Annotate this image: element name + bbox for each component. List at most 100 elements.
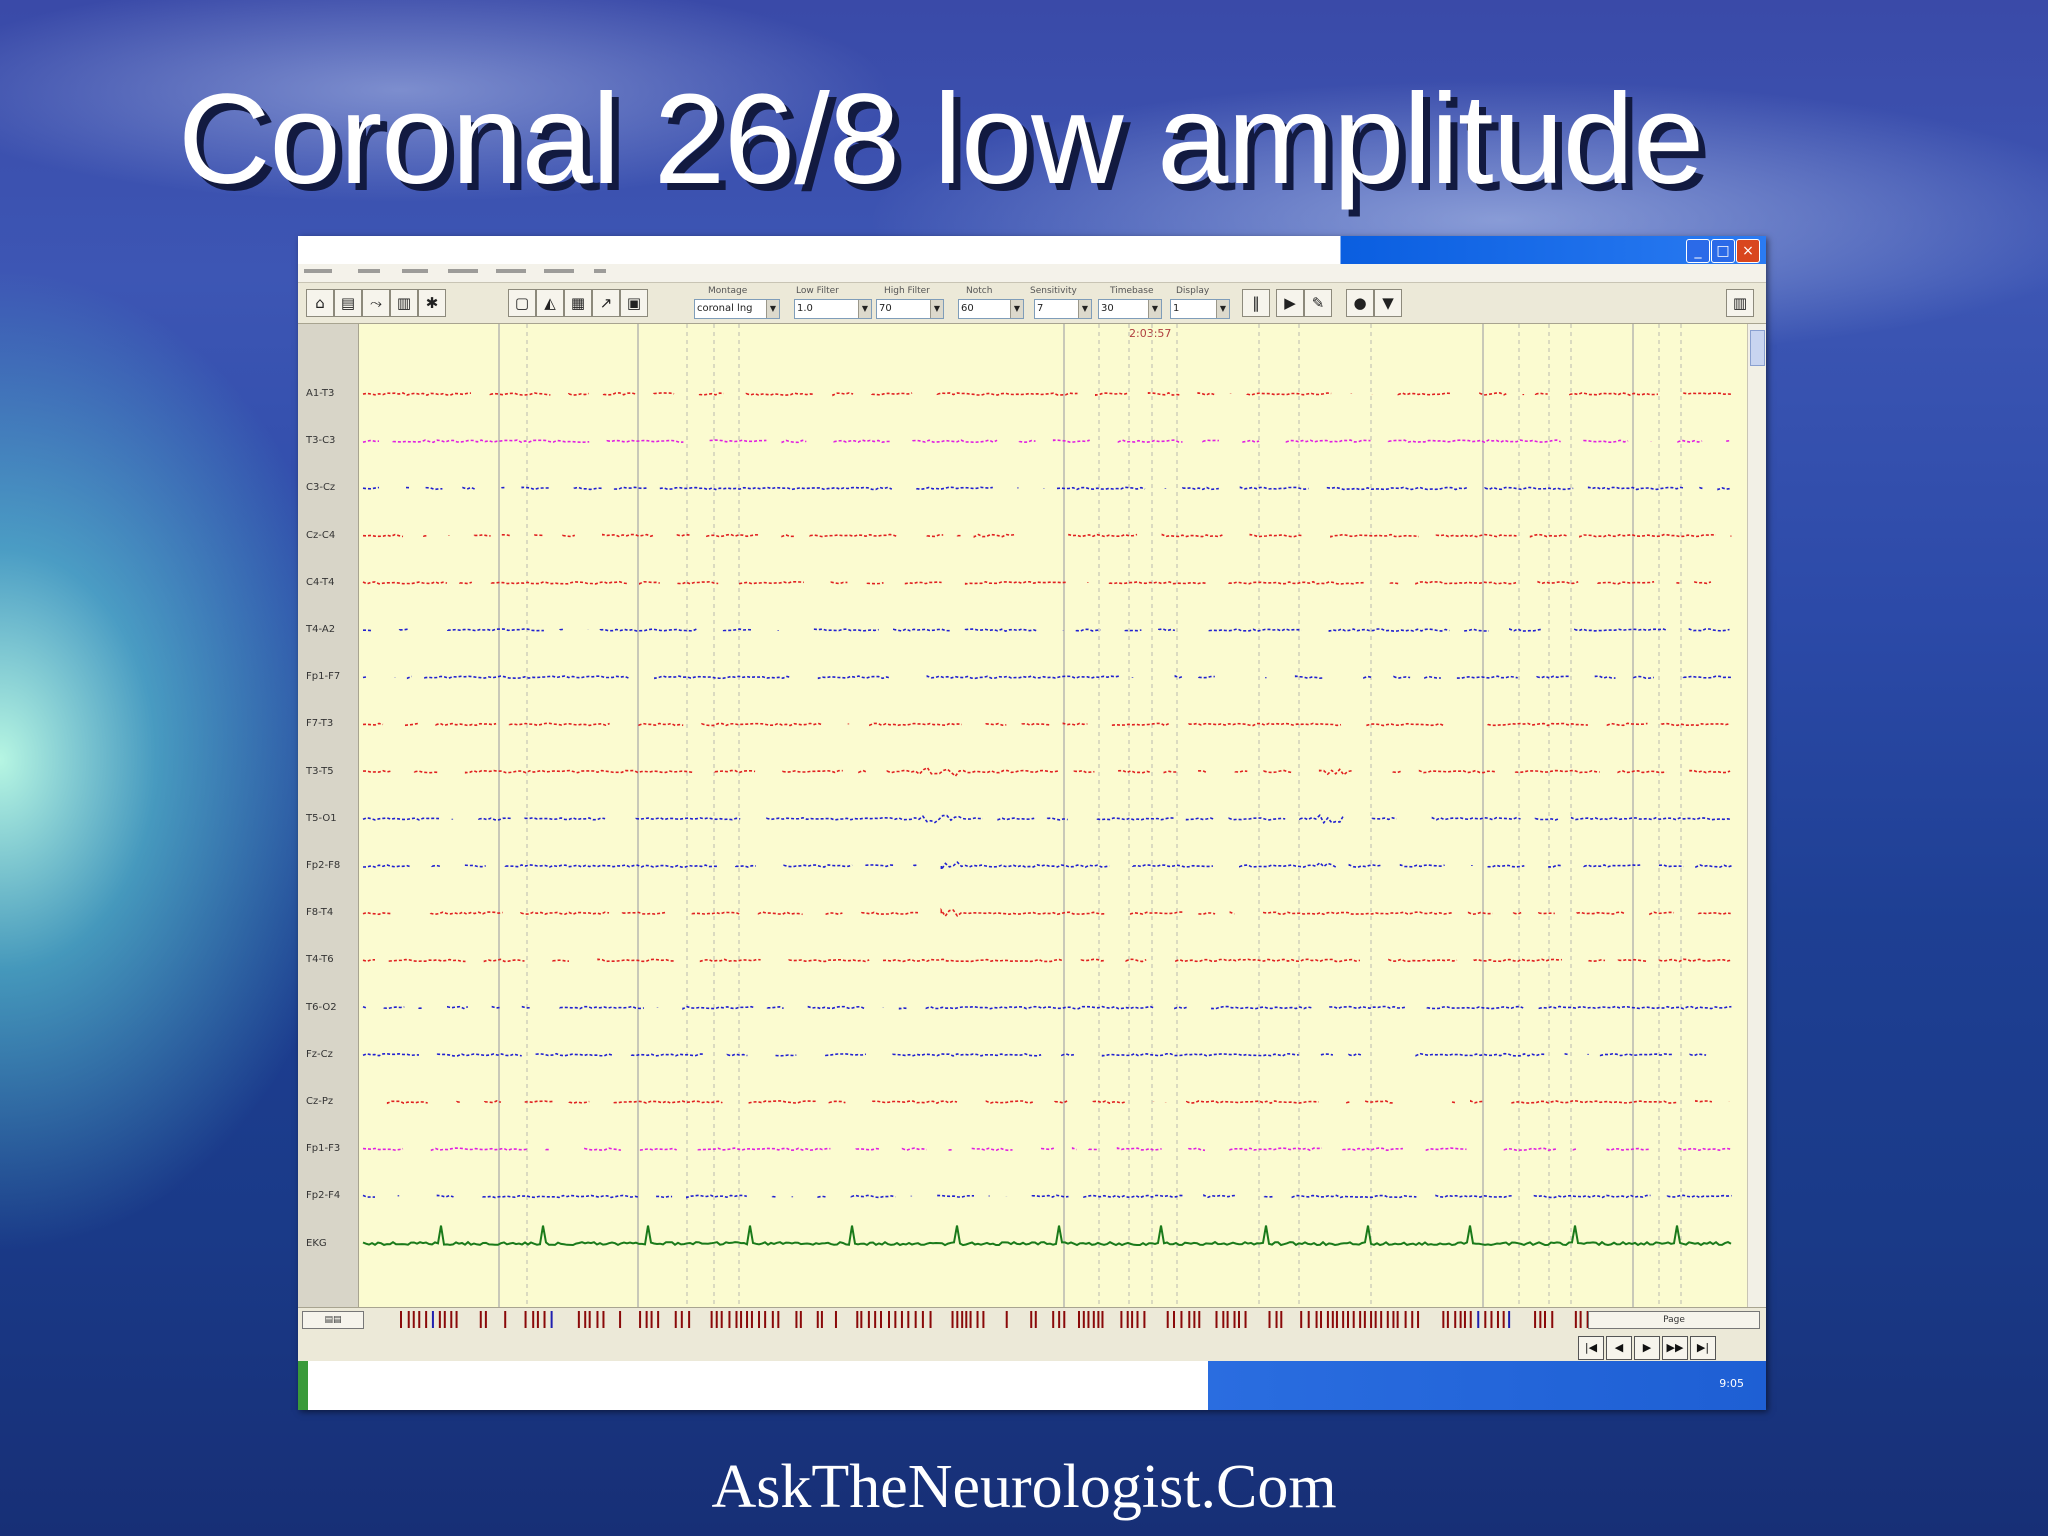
timeline-mode-button[interactable]: ▤▤ [302,1311,364,1329]
notch-select[interactable]: 60 ▼ [958,299,1024,319]
fast-forward-icon[interactable]: ▶▶ [1662,1336,1688,1360]
high-filter-select[interactable]: 70 ▼ [876,299,944,319]
page-label: Page [1588,1311,1760,1329]
channel-label: F8-T4 [306,907,334,919]
channel-label: T4-A2 [306,624,336,635]
combo-label-display: Display [1176,286,1210,296]
eeg-trace [363,766,1731,778]
next-page-icon[interactable]: ▶ [1634,1336,1660,1360]
measure-icon[interactable]: ⤳ [362,289,390,317]
toolbar: ⌂ ▤ ⤳ ▥ ✱ ▢ ◭ ▦ ↗ ▣ Montage coronal lng ▼… [298,283,1766,324]
event-timeline[interactable] [398,1310,1678,1330]
timeline-event-mark [1586,1311,1589,1328]
timeline-event-mark [1346,1311,1349,1328]
timeline-event-mark [450,1311,453,1328]
scrollbar-thumb[interactable] [1750,330,1765,366]
eeg-trace [362,1146,1732,1152]
menu-window[interactable] [544,269,574,273]
timeline-event-mark [1233,1311,1236,1328]
prev-page-icon[interactable]: ◀ [1606,1336,1632,1360]
timeline-event-mark [1359,1311,1362,1328]
pause-icon[interactable]: ‖ [1242,289,1270,317]
menu-help[interactable] [594,269,606,273]
timeline-event-mark [1058,1311,1061,1328]
eeg-trace [362,907,1731,918]
timeline-event-mark [1052,1311,1055,1328]
timeline-event-mark [1477,1311,1480,1328]
montage-select[interactable]: coronal lng ▼ [694,299,780,319]
timeline-event-mark [1268,1311,1271,1328]
low-filter-select[interactable]: 1.0 ▼ [794,299,872,319]
open-icon[interactable]: ⌂ [306,289,334,317]
timeline-event-mark [1226,1311,1229,1328]
video-icon[interactable]: ▶ [1276,289,1304,317]
first-page-icon[interactable]: |◀ [1578,1336,1604,1360]
menu-view[interactable] [402,269,428,273]
event-icon[interactable]: ▢ [508,289,536,317]
channel-label: A1-T3 [306,388,335,399]
timeline-event-mark [407,1311,410,1328]
minimize-icon[interactable]: _ [1686,239,1710,263]
timeline-event-mark [720,1311,723,1328]
cursor-icon[interactable]: ↗ [592,289,620,317]
timeline-event-mark [1280,1311,1283,1328]
layout-icon[interactable]: ▥ [1726,289,1754,317]
timeline-event-mark [1030,1311,1033,1328]
menu-file[interactable] [304,269,332,273]
spike-icon[interactable]: ✱ [418,289,446,317]
eeg-viewer-window: _ □ × ⌂ ▤ ⤳ ▥ ✱ ▢ ◭ ▦ ↗ ▣ Montage corona… [298,236,1766,1410]
maximize-icon[interactable]: □ [1711,239,1735,263]
timeline-event-mark [834,1311,837,1328]
vertical-scrollbar[interactable] [1747,324,1766,1307]
timeline-event-mark [1222,1311,1225,1328]
slide-title: Coronal 26/8 low amplitude [178,68,1704,211]
timeline-event-mark [1120,1311,1123,1328]
timeline-event-mark [1198,1311,1201,1328]
menu-edit[interactable] [358,269,380,273]
globe-icon[interactable]: ● [1346,289,1374,317]
timeline-event-mark [1237,1311,1240,1328]
timebase-select[interactable]: 30 ▼ [1098,299,1162,319]
eeg-trace-panel[interactable]: 2:03:57 [359,324,1747,1307]
eeg-trace [362,486,1731,491]
marker-icon[interactable]: ◭ [536,289,564,317]
timeline-event-mark [1193,1311,1196,1328]
menu-options[interactable] [496,269,526,273]
menu-tools[interactable] [448,269,478,273]
channel-label: Fp2-F4 [306,1190,341,1202]
last-page-icon[interactable]: ▶| [1690,1336,1716,1360]
close-icon[interactable]: × [1736,239,1760,263]
timeline-event-mark [1326,1311,1329,1328]
eeg-trace [386,1099,1730,1105]
eeg-trace [362,1005,1732,1011]
timeline-event-mark [856,1311,859,1328]
sensitivity-select[interactable]: 7 ▼ [1034,299,1092,319]
filter-icon[interactable]: ▼ [1374,289,1402,317]
grid-icon[interactable]: ▦ [564,289,592,317]
display-select[interactable]: 1 ▼ [1170,299,1230,319]
timeline-event-mark [1539,1311,1542,1328]
timeline-event-mark [1386,1311,1389,1328]
timeline-event-mark [431,1311,434,1328]
notes-icon[interactable]: ✎ [1304,289,1332,317]
timeline-event-mark [900,1311,903,1328]
timeline-event-mark [1331,1311,1334,1328]
timeline-event-mark [956,1311,959,1328]
timeline-event-mark [867,1311,870,1328]
timeline-event-mark [1370,1311,1373,1328]
channel-label: Fz-Cz [306,1048,333,1060]
print-icon[interactable]: ▤ [334,289,362,317]
channel-label: C3-Cz [306,482,336,494]
record-icon[interactable]: ▣ [620,289,648,317]
timeline-event-mark [1215,1311,1218,1328]
timeline-event-mark [976,1311,979,1328]
timeline-event-mark [1392,1311,1395,1328]
timeline-event-mark [1034,1311,1037,1328]
timeline-event-mark [543,1311,546,1328]
montage-icon[interactable]: ▥ [390,289,418,317]
timeline-event-mark [619,1311,622,1328]
start-button[interactable] [298,1361,308,1410]
combo-label-low-filter: Low Filter [796,286,839,296]
timeline-event-mark [1315,1311,1318,1328]
timeline-event-mark [438,1311,441,1328]
